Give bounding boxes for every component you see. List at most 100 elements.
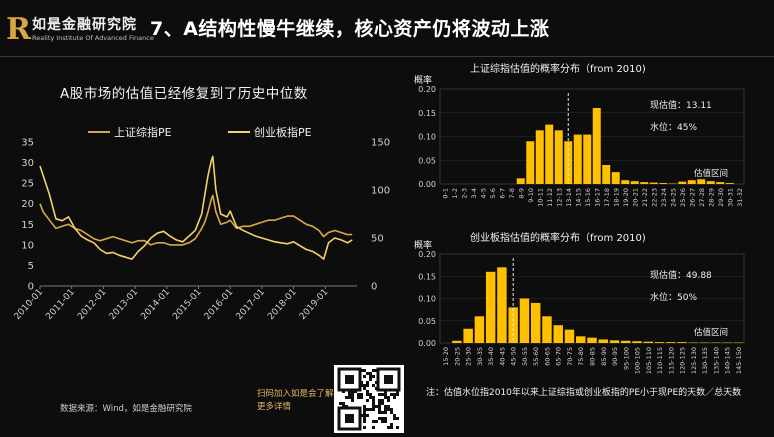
- x-tick-label: 17-18: [603, 188, 611, 207]
- y-left-tick-label: 10: [21, 240, 34, 251]
- x-tick-label: 2014-01: [139, 287, 172, 322]
- x-tick-label: 29-30: [717, 188, 725, 207]
- histogram-bar: [697, 179, 706, 184]
- x-tick-label: 2017-01: [235, 287, 268, 322]
- x-tick-label: 15-16: [584, 188, 592, 207]
- x-tick-label: 100-105: [634, 347, 642, 374]
- x-tick-label: 145-150: [735, 347, 743, 374]
- y-left-tick-label: 20: [21, 199, 34, 210]
- histogram-bar: [654, 342, 665, 343]
- y-left-tick-label: 35: [21, 138, 34, 149]
- x-tick-label: 30-31: [726, 188, 734, 207]
- x-tick-label: 2012-01: [76, 287, 109, 322]
- y-left-tick-label: 0: [28, 282, 34, 293]
- legend-label: 创业板指PE: [254, 125, 312, 139]
- histogram-bar: [659, 183, 668, 184]
- histogram-bar: [666, 342, 676, 343]
- histogram-bar: [587, 337, 597, 343]
- x-tick-label: 24-25: [669, 188, 677, 207]
- histogram-bar: [592, 108, 601, 184]
- histogram-bar: [564, 329, 575, 343]
- x-tick-label: 115-120: [667, 347, 675, 374]
- x-tick-label: 20-25: [453, 347, 461, 366]
- x-tick-label: 125-130: [690, 347, 698, 374]
- y-tick-label: 0.00: [418, 339, 436, 348]
- y-axis-label: 概率: [414, 239, 432, 251]
- histogram-bar: [640, 182, 649, 184]
- x-tick-label: 2015-01: [171, 287, 204, 322]
- y-tick-label: 0.05: [418, 156, 436, 165]
- x-tick-label: 130-135: [701, 347, 709, 374]
- chinext-pe-line: [39, 155, 353, 260]
- histogram-bar: [630, 181, 639, 184]
- histogram-bar: [677, 342, 687, 343]
- histogram-bar: [602, 165, 611, 184]
- x-tick-label: 2016-01: [203, 287, 236, 322]
- y-tick-label: 0.20: [418, 85, 436, 94]
- x-tick-label: 0-1: [441, 188, 449, 199]
- y-tick-label: 0.05: [418, 317, 436, 326]
- x-tick-label: 11-12: [546, 188, 554, 207]
- x-tick-label: 16-17: [593, 188, 601, 207]
- histogram-bar: [485, 271, 496, 343]
- x-tick-label: 28-29: [707, 188, 715, 207]
- sse-histogram-title: 上证综指估值的概率分布（from 2010): [470, 64, 646, 75]
- x-tick-label: 105-110: [645, 347, 653, 374]
- y-right-tick-label: 150: [371, 138, 390, 149]
- histogram-bar: [725, 183, 734, 184]
- water-level-label: 水位：50%: [650, 291, 697, 303]
- legend-label: 上证综指PE: [114, 125, 172, 139]
- histogram-bar: [452, 340, 462, 343]
- qr-code-icon[interactable]: [334, 365, 404, 433]
- x-tick-label: 2011-01: [44, 287, 77, 322]
- histogram-bar: [621, 340, 631, 343]
- current-value-label: 现估值：13.11: [650, 99, 712, 111]
- x-tick-label: 4-5: [479, 188, 487, 199]
- histogram-bar: [554, 130, 563, 184]
- x-tick-label: 2-3: [460, 188, 468, 199]
- y-tick-label: 0.20: [418, 250, 436, 259]
- histogram-bar: [463, 328, 473, 343]
- x-tick-label: 25-26: [679, 188, 687, 207]
- x-tick-label: 50-55: [521, 347, 529, 366]
- x-tick-label: 5-6: [489, 188, 497, 199]
- brand-logo: R 如是金融研究院 Reality Institute Of Advanced …: [6, 12, 154, 50]
- histogram-bar: [545, 124, 554, 184]
- logo-name-en: Reality Institute Of Advanced Finance: [32, 34, 154, 42]
- x-tick-label: 31-32: [736, 188, 744, 207]
- qr-caption: 扫码加入如是会了解更多详情: [257, 389, 334, 412]
- histogram-bar: [535, 130, 544, 184]
- histogram-bar: [516, 178, 525, 184]
- histogram-bar: [583, 134, 592, 184]
- footnote: 注：估值水位指2010年以来上证综指或创业板指的PE小于现PE的天数／总天数: [426, 388, 742, 398]
- x-tick-label: 85-90: [600, 347, 608, 366]
- x-tick-label: 2013-01: [108, 287, 141, 322]
- x-tick-label: 25-30: [465, 347, 473, 366]
- histogram-bar: [706, 181, 715, 184]
- x-tick-label: 12-13: [555, 188, 563, 207]
- histogram-bar: [497, 267, 507, 343]
- x-tick-label: 20-21: [631, 188, 639, 207]
- histogram-bar: [649, 182, 658, 184]
- y-axis-label: 概率: [414, 74, 432, 86]
- x-tick-label: 27-28: [698, 188, 706, 207]
- x-tick-label: 3-4: [470, 188, 478, 199]
- x-tick-label: 10-11: [536, 188, 544, 207]
- water-level-label: 水位：45%: [650, 121, 697, 133]
- histogram-bar: [542, 316, 552, 343]
- title-divider: [0, 56, 774, 57]
- histogram-bar: [611, 172, 620, 184]
- y-right-tick-label: 0: [371, 282, 377, 293]
- histogram-bar: [621, 180, 630, 184]
- histogram-bar: [643, 341, 654, 343]
- x-tick-label: 26-27: [688, 188, 696, 207]
- x-tick-label: 14-15: [574, 188, 582, 207]
- y-tick-label: 0.15: [418, 272, 436, 281]
- x-tick-label: 90-95: [611, 347, 619, 366]
- y-tick-label: 0.00: [418, 180, 436, 189]
- y-left-tick-label: 25: [21, 179, 34, 190]
- x-tick-label: 60-65: [543, 347, 551, 366]
